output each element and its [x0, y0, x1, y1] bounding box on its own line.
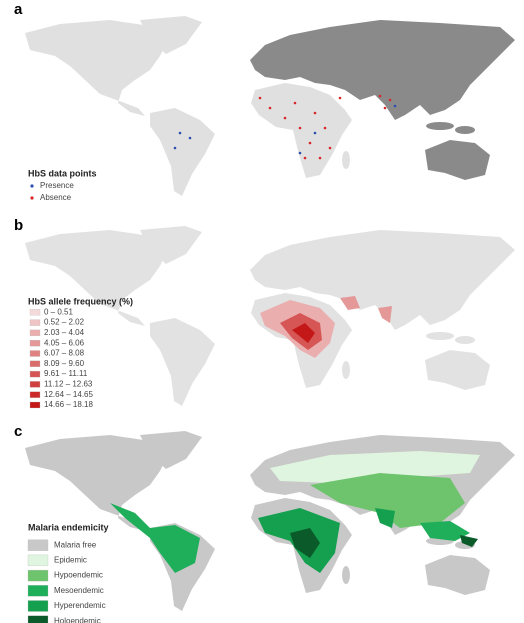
legend-swatch — [27, 554, 49, 567]
legend-title: HbS data points — [28, 168, 97, 178]
legend-label: 8.09 – 9.60 — [44, 359, 85, 368]
legend-swatch — [30, 196, 34, 200]
legend-swatch — [27, 569, 49, 582]
panel-letter: a — [14, 1, 23, 18]
legend-label: 4.05 – 6.06 — [44, 338, 85, 347]
legend-swatch — [29, 340, 41, 347]
legend-swatch — [29, 391, 41, 398]
legend-swatch — [27, 600, 49, 612]
legend-label: Malaria free — [54, 540, 97, 549]
panel-letter: b — [14, 217, 23, 234]
legend-label: 2.03 – 4.04 — [44, 328, 85, 337]
legend-swatch — [29, 319, 41, 326]
legend-label: Epidemic — [54, 556, 87, 565]
map-c — [25, 431, 515, 611]
legend-label: Holoendemic — [54, 616, 101, 623]
legend-label: Presence — [40, 181, 74, 190]
legend-label: 0.52 – 2.02 — [44, 318, 85, 327]
legend-swatch — [29, 350, 41, 357]
legend-swatch — [29, 370, 41, 378]
legend-label: 11.12 – 12.63 — [44, 380, 93, 389]
legend-swatch — [29, 401, 41, 409]
legend-label: Hypoendemic — [54, 571, 103, 580]
legend-label: 6.07 – 8.08 — [44, 349, 85, 358]
legend-label: 12.64 – 14.65 — [44, 390, 93, 399]
panel-letter: c — [14, 423, 22, 440]
map-a — [25, 16, 515, 196]
legend-swatch — [27, 539, 49, 551]
legend-label: Mesoendemic — [54, 586, 104, 595]
legend-label: Hyperendemic — [54, 601, 106, 610]
legend-swatch — [29, 309, 41, 316]
legend-swatch — [27, 585, 49, 597]
legend-swatch — [29, 360, 41, 367]
legend-title: HbS allele frequency (%) — [28, 296, 133, 306]
map-b — [25, 226, 515, 406]
legend-label: 0 – 0.51 — [44, 307, 73, 316]
legend-label: 9.61 – 11.11 — [44, 369, 88, 378]
legend-swatch — [30, 184, 34, 188]
legend-swatch — [27, 615, 49, 623]
legend-label: Absence — [40, 193, 72, 202]
legend-title: Malaria endemicity — [28, 522, 109, 532]
legend-swatch — [29, 329, 41, 337]
legend-swatch — [29, 381, 41, 388]
legend-label: 14.66 – 18.18 — [44, 400, 93, 409]
